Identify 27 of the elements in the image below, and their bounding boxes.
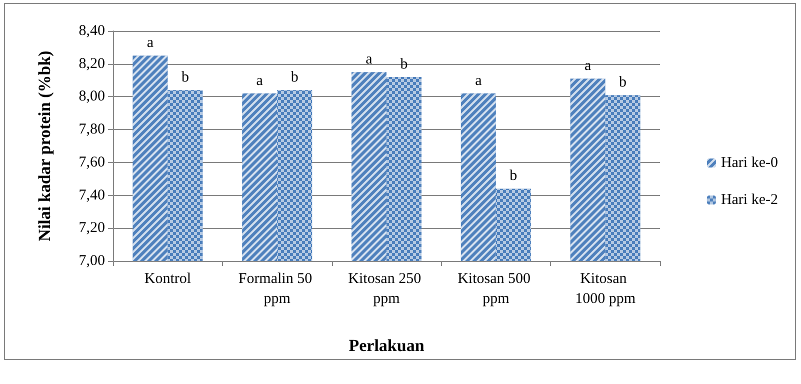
y-axis-title: Nilai kadar protein (%bk) [35,50,54,242]
x-tick-label: Kontrol [144,271,192,287]
data-label: a [146,35,154,52]
data-label: b [400,56,408,72]
y-tick-label: 7,80 [78,122,105,138]
data-label: b [181,70,189,86]
data-label: b [510,168,518,184]
x-tick-label: Formalin 50 ppm [238,271,316,307]
x-tick-label: Kitosan 500 ppm [458,271,534,307]
data-label: b [290,70,298,86]
data-label: a [584,58,592,74]
x-tick-label: Kitosan 1000 ppm [575,271,636,307]
data-label: b [619,74,627,91]
data-label: a [256,72,264,89]
legend-label: Hari ke-0 [720,155,778,171]
data-label: a [366,52,373,68]
y-tick-label: 7,00 [78,253,105,269]
data-label: a [475,72,482,89]
y-tick-label: 8,40 [78,23,105,39]
y-tick-label: 8,20 [78,56,105,72]
y-tick-label: 7,20 [78,220,105,236]
y-tick-label: 7,40 [78,187,105,204]
legend-label: Hari ke-2 [720,192,778,208]
x-axis-title: Perlakuan [348,336,425,355]
y-tick-label: 7,60 [78,154,105,170]
x-tick-label: Kitosan 250 ppm [348,271,425,307]
y-tick-label: 8,00 [78,88,105,105]
